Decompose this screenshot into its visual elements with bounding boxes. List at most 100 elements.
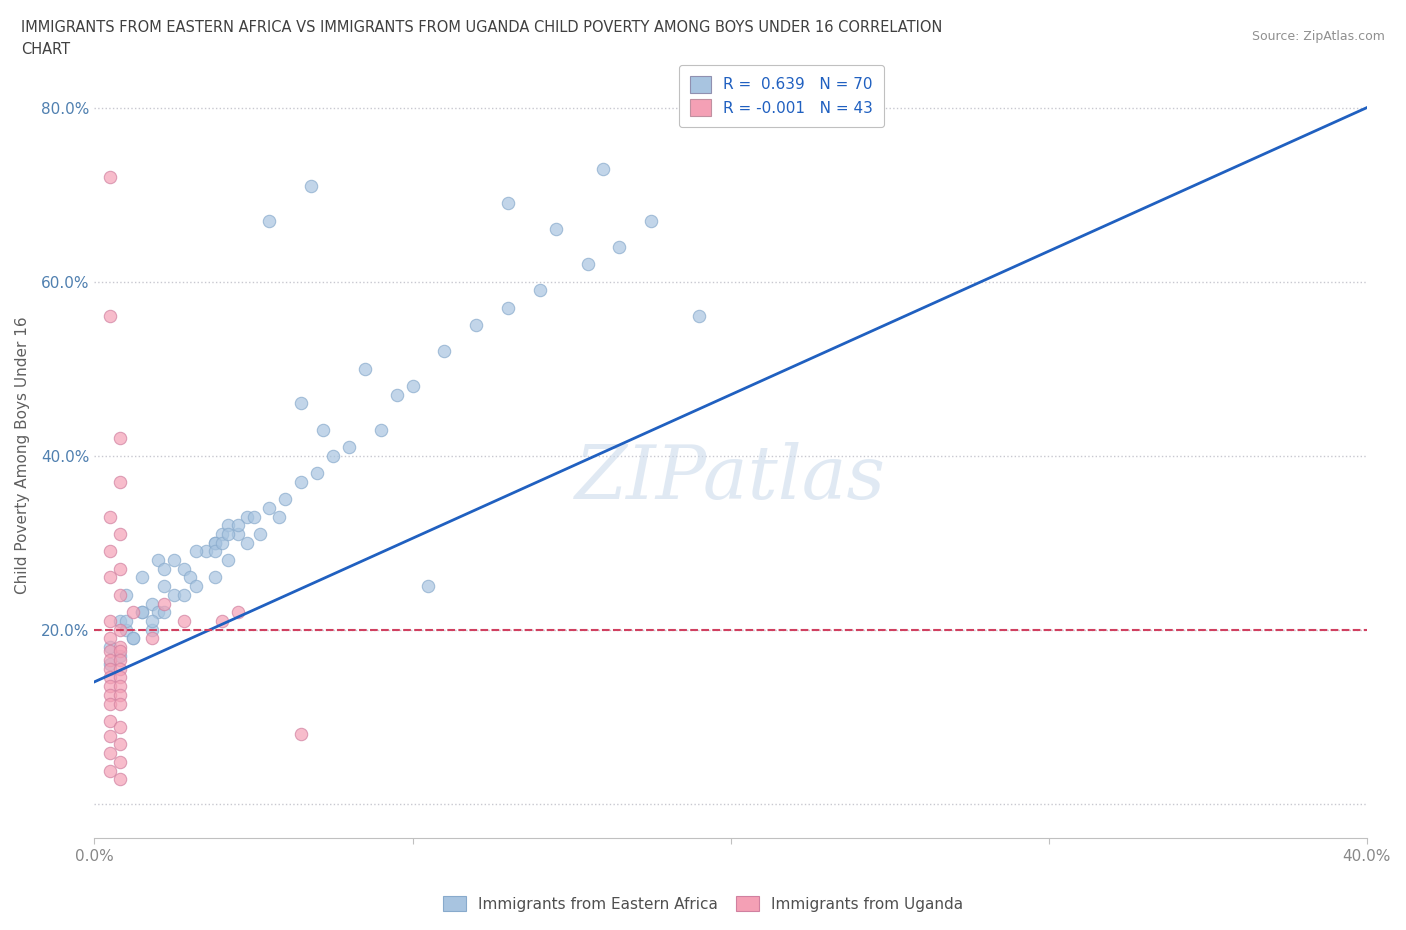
- Point: [194, 544, 217, 559]
- Point: [163, 552, 186, 567]
- Point: [141, 596, 163, 611]
- Point: [115, 614, 138, 629]
- Point: [226, 518, 249, 533]
- Point: [131, 604, 153, 619]
- Text: ZIPatlas: ZIPatlas: [575, 443, 886, 515]
- Point: [259, 500, 281, 515]
- Point: [108, 640, 131, 655]
- Point: [204, 535, 226, 550]
- Point: [100, 657, 122, 671]
- Point: [108, 679, 131, 694]
- Point: [108, 737, 131, 752]
- Point: [100, 713, 122, 728]
- Point: [100, 170, 122, 185]
- Point: [121, 631, 143, 645]
- Point: [100, 640, 122, 655]
- Point: [544, 222, 567, 237]
- Point: [108, 526, 131, 541]
- Point: [259, 213, 281, 228]
- Point: [100, 728, 122, 743]
- Point: [236, 535, 259, 550]
- Point: [640, 213, 662, 228]
- Point: [100, 570, 122, 585]
- Point: [249, 526, 271, 541]
- Point: [299, 179, 322, 193]
- Point: [108, 648, 131, 663]
- Point: [592, 161, 614, 176]
- Point: [370, 422, 392, 437]
- Point: [186, 578, 208, 593]
- Point: [100, 309, 122, 324]
- Point: [307, 466, 329, 481]
- Point: [153, 604, 176, 619]
- Point: [179, 570, 201, 585]
- Point: [290, 396, 312, 411]
- Point: [204, 570, 226, 585]
- Point: [141, 622, 163, 637]
- Point: [146, 604, 169, 619]
- Point: [576, 257, 599, 272]
- Point: [108, 653, 131, 668]
- Text: Source: ZipAtlas.com: Source: ZipAtlas.com: [1251, 30, 1385, 43]
- Point: [290, 474, 312, 489]
- Point: [108, 644, 131, 658]
- Point: [401, 379, 423, 393]
- Y-axis label: Child Poverty Among Boys Under 16: Child Poverty Among Boys Under 16: [15, 317, 30, 594]
- Point: [108, 687, 131, 702]
- Point: [108, 474, 131, 489]
- Point: [108, 661, 131, 676]
- Point: [163, 588, 186, 603]
- Point: [115, 622, 138, 637]
- Point: [108, 720, 131, 735]
- Point: [100, 644, 122, 658]
- Point: [108, 697, 131, 711]
- Point: [108, 562, 131, 577]
- Point: [211, 526, 233, 541]
- Point: [100, 764, 122, 778]
- Point: [274, 492, 297, 507]
- Point: [100, 679, 122, 694]
- Point: [204, 535, 226, 550]
- Text: CHART: CHART: [21, 42, 70, 57]
- Point: [100, 661, 122, 676]
- Point: [108, 431, 131, 445]
- Point: [242, 509, 264, 524]
- Point: [465, 318, 488, 333]
- Point: [337, 440, 360, 455]
- Point: [173, 562, 195, 577]
- Point: [418, 578, 440, 593]
- Point: [115, 588, 138, 603]
- Point: [607, 239, 630, 254]
- Point: [204, 544, 226, 559]
- Point: [385, 387, 408, 402]
- Point: [108, 754, 131, 769]
- Point: [153, 596, 176, 611]
- Point: [322, 448, 344, 463]
- Point: [312, 422, 335, 437]
- Point: [217, 518, 239, 533]
- Point: [100, 509, 122, 524]
- Point: [496, 300, 519, 315]
- Point: [100, 746, 122, 761]
- Point: [100, 697, 122, 711]
- Point: [121, 631, 143, 645]
- Point: [496, 196, 519, 211]
- Point: [173, 588, 195, 603]
- Legend: Immigrants from Eastern Africa, Immigrants from Uganda: Immigrants from Eastern Africa, Immigran…: [437, 889, 969, 918]
- Point: [108, 614, 131, 629]
- Point: [146, 552, 169, 567]
- Point: [131, 604, 153, 619]
- Point: [226, 526, 249, 541]
- Point: [186, 544, 208, 559]
- Point: [236, 509, 259, 524]
- Point: [100, 631, 122, 645]
- Point: [108, 622, 131, 637]
- Point: [108, 670, 131, 684]
- Point: [100, 670, 122, 684]
- Point: [121, 604, 143, 619]
- Point: [433, 344, 456, 359]
- Point: [100, 653, 122, 668]
- Point: [173, 614, 195, 629]
- Point: [211, 614, 233, 629]
- Point: [529, 283, 551, 298]
